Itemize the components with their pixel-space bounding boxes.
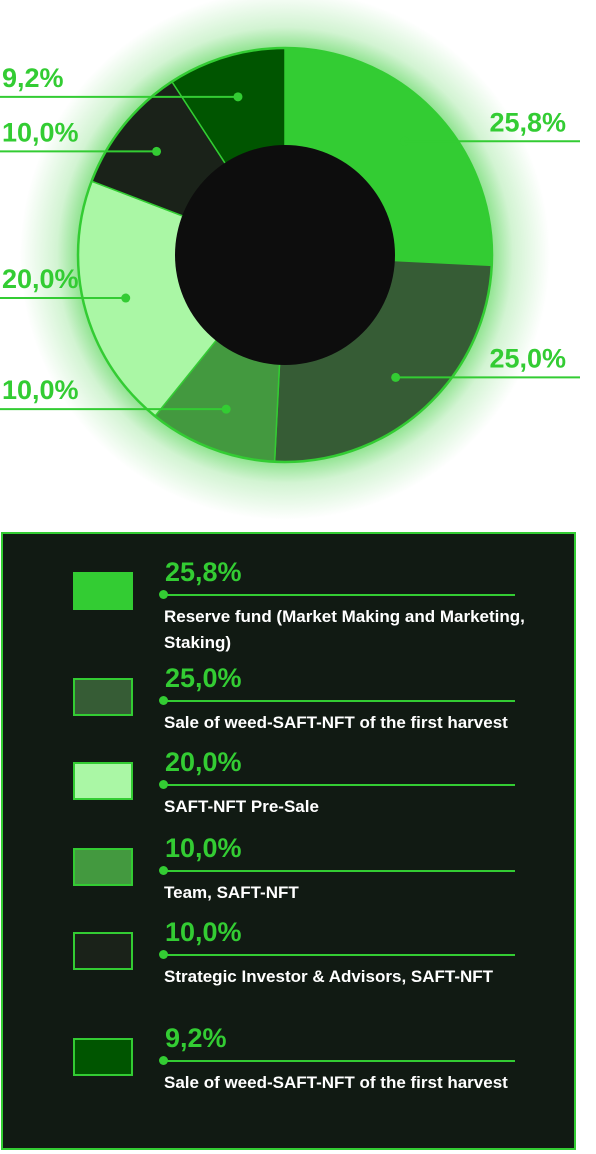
legend-swatch [73,1038,133,1076]
slice-percent-label: 25,0% [489,343,566,373]
donut-chart: 25,8% 25,0% 10,0% 20,0% 10,0% 9,2% [0,0,596,520]
legend-swatch [73,572,133,610]
callout-dot [121,293,131,303]
legend-dot [159,780,168,789]
slice-percent-label: 10,0% [2,117,79,147]
slice-percent-label: 10,0% [2,375,79,405]
legend-dot [159,696,168,705]
legend-dot [159,950,168,959]
legend-description: Sale of weed-SAFT-NFT of the first harve… [164,1073,508,1092]
slice-percent-label: 25,8% [489,107,566,137]
legend-panel: 25,8% Reserve fund (Market Making and Mar… [1,532,576,1150]
legend-percent: 25,0% [165,663,242,693]
legend-percent: 20,0% [165,747,242,777]
legend-dot [159,1056,168,1065]
donut-chart-svg: 25,8% 25,0% 10,0% 20,0% 10,0% 9,2% [0,0,580,520]
legend-description: Sale of weed-SAFT-NFT of the first harve… [164,713,508,732]
slice-callouts: 25,8% 25,0% 10,0% 20,0% 10,0% 9,2% [0,63,580,414]
legend-divider-line [163,1060,515,1062]
slice-percent-label: 20,0% [2,264,79,294]
legend-dot [159,866,168,875]
legend-swatch [73,762,133,800]
slice-percent-label: 9,2% [2,63,64,93]
legend-divider-line [163,870,515,872]
legend-divider-line [163,700,515,702]
legend-swatch [73,678,133,716]
legend-percent: 9,2% [165,1023,227,1053]
legend-divider-line [163,784,515,786]
legend-description: SAFT-NFT Pre-Sale [164,797,319,816]
donut-hole [175,145,395,365]
legend-dot [159,590,168,599]
donut-outer-ring [76,46,494,464]
legend-percent: 25,8% [165,557,242,587]
legend-swatch [73,848,133,886]
legend-divider-line [163,594,515,596]
legend-description: Strategic Investor & Advisors, SAFT-NFT [164,967,494,986]
legend-percent: 10,0% [165,833,242,863]
legend-description: Reserve fund (Market Making and Marketin… [164,607,525,652]
legend-divider-line [163,954,515,956]
legend-swatch [73,932,133,970]
legend-description: Team, SAFT-NFT [164,883,299,902]
legend-percent: 10,0% [165,917,242,947]
